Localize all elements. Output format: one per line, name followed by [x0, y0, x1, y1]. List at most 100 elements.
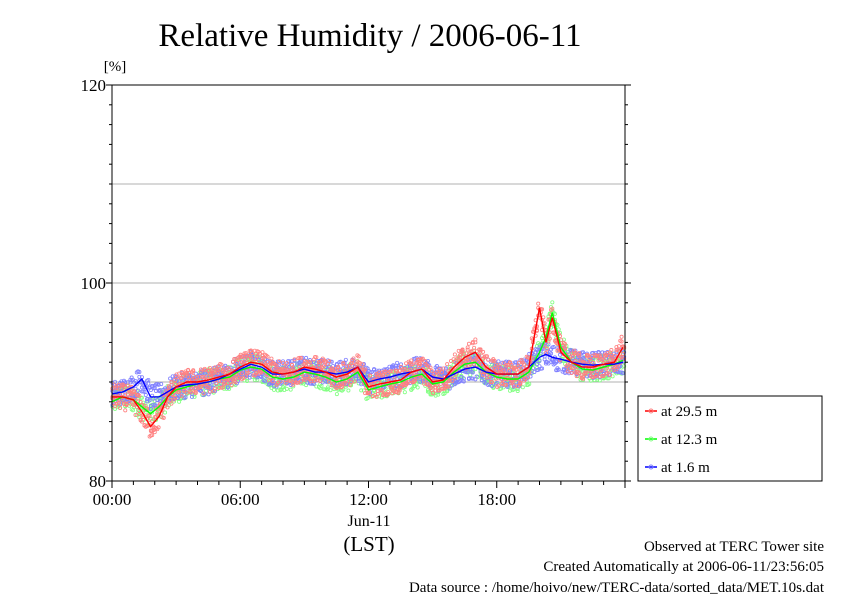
- scatter-point: [527, 381, 532, 386]
- scatter-point: [266, 378, 271, 383]
- scatter-point: [123, 380, 128, 385]
- scatter-point: [397, 368, 402, 373]
- series-lines: [111, 307, 624, 428]
- scatter-point: [437, 367, 442, 372]
- scatter-point: [504, 382, 509, 387]
- scatter-point: [425, 358, 430, 363]
- scatter-point: [136, 388, 141, 393]
- scatter-point: [556, 367, 561, 372]
- scatter-point: [581, 376, 586, 381]
- scatter-point: [492, 358, 497, 363]
- scatter-point: [166, 385, 171, 390]
- scatter-point: [331, 381, 336, 386]
- scatter-point: [274, 363, 279, 368]
- scatter-point: [551, 345, 556, 350]
- scatter-point: [197, 375, 202, 380]
- scatter-point: [143, 393, 148, 398]
- scatter-point: [418, 362, 423, 367]
- scatter-point: [268, 364, 273, 369]
- scatter-point: [298, 355, 303, 360]
- scatter-point: [334, 392, 339, 397]
- scatter-point: [272, 387, 277, 392]
- scatter-point: [593, 374, 598, 379]
- scatter-point: [449, 359, 454, 364]
- scatter-point: [197, 385, 202, 390]
- scatter-point: [233, 380, 238, 385]
- scatter-point: [486, 357, 491, 362]
- scatter-point: [269, 356, 274, 361]
- scatter-point: [304, 355, 309, 360]
- scatter-point: [495, 367, 500, 372]
- scatter-point: [456, 348, 461, 353]
- scatter-point: [564, 352, 569, 357]
- scatter-point: [346, 379, 351, 384]
- scatter-point: [472, 345, 477, 350]
- scatter-point: [540, 366, 545, 371]
- scatter-point: [342, 382, 347, 387]
- scatter-point: [307, 360, 312, 365]
- x-tick-label: 06:00: [221, 490, 260, 509]
- scatter-point: [284, 373, 289, 378]
- legend-marker: [648, 464, 654, 470]
- scatter-point: [556, 327, 561, 332]
- scatter-point: [431, 391, 436, 396]
- scatter-point: [368, 373, 373, 378]
- scatter-point: [224, 370, 229, 375]
- scatter-point: [484, 354, 489, 359]
- scatter-point: [251, 373, 256, 378]
- scatter-point: [289, 363, 294, 368]
- scatter-point: [213, 386, 218, 391]
- scatter-point: [343, 367, 348, 372]
- scatter-point: [442, 371, 447, 376]
- scatter-point: [468, 356, 473, 361]
- scatter-point: [150, 433, 155, 438]
- scatter-point: [359, 388, 364, 393]
- scatter-point: [219, 381, 224, 386]
- scatter-point: [182, 388, 187, 393]
- scatter-point: [516, 366, 521, 371]
- scatter-point: [112, 404, 117, 409]
- scatter-point: [229, 383, 234, 388]
- scatter-point: [280, 359, 285, 364]
- scatter-point: [395, 383, 400, 388]
- scatter-point: [464, 351, 469, 356]
- scatter-point: [615, 364, 620, 369]
- scatter-point: [133, 413, 138, 418]
- legend-marker: [648, 408, 654, 414]
- y-tick-label: 100: [81, 274, 107, 293]
- scatter-point: [466, 376, 471, 381]
- scatter-point: [452, 376, 457, 381]
- scatter-point: [497, 364, 502, 369]
- scatter-point: [278, 379, 283, 384]
- scatter-point: [577, 353, 582, 358]
- scatter-point: [565, 362, 570, 367]
- scatter-point: [446, 384, 451, 389]
- scatter-point: [291, 366, 296, 371]
- scatter-point: [123, 385, 128, 390]
- scatter-point: [569, 371, 574, 376]
- scatter-point: [398, 364, 403, 369]
- scatter-point: [180, 371, 185, 376]
- scatter-point: [588, 359, 593, 364]
- scatter-point: [443, 366, 448, 371]
- scatter-point: [179, 394, 184, 399]
- scatter-point: [147, 398, 152, 403]
- scatter-point: [428, 365, 433, 370]
- scatter-point: [465, 345, 470, 350]
- scatter-point: [545, 346, 550, 351]
- legend-label: at 12.3 m: [661, 432, 718, 448]
- scatter-point: [170, 374, 175, 379]
- scatter-point: [265, 354, 270, 359]
- y-unit-label: [%]: [104, 59, 127, 75]
- scatter-point: [168, 376, 173, 381]
- legend: at 29.5 m at 12.3 m at 1.6 m: [637, 395, 823, 482]
- scatter-point: [501, 367, 506, 372]
- scatter-point: [255, 377, 260, 382]
- scatter-point: [360, 362, 365, 367]
- scatter-point: [147, 414, 152, 419]
- scatter-point: [152, 430, 157, 435]
- scatter-point: [583, 370, 588, 375]
- scatter-point: [222, 367, 227, 372]
- scatter-point: [490, 380, 495, 385]
- scatter-point: [234, 364, 239, 369]
